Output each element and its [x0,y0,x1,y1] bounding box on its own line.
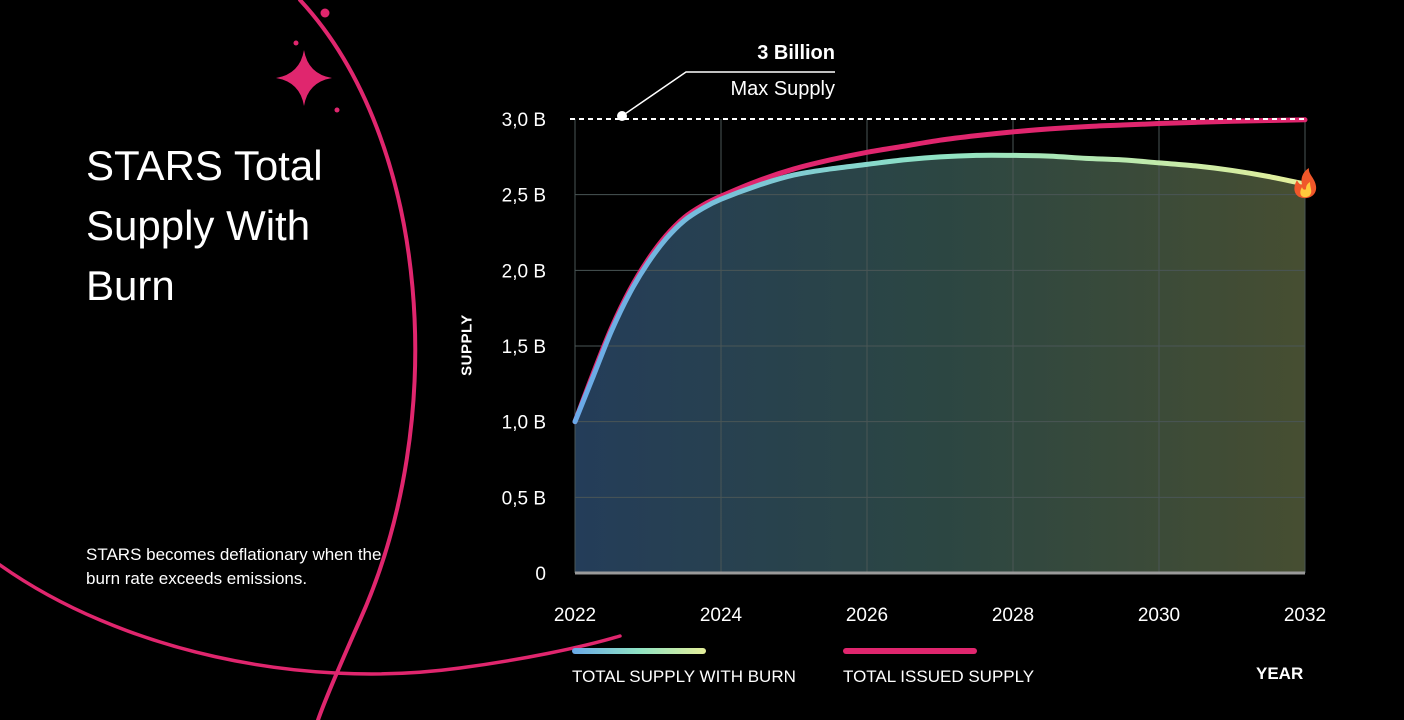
y-axis-label: SUPPLY [458,314,476,376]
y-tick-label: 2,0 B [502,261,546,282]
max-supply-value: 3 Billion [757,42,835,64]
max-supply-leader [621,71,835,117]
x-tick-label: 2028 [992,605,1034,626]
x-tick-label: 2032 [1284,605,1326,626]
y-tick-label: 3,0 B [502,110,546,131]
legend-item-issued: TOTAL ISSUED SUPPLY [843,648,1034,687]
page-title: STARS Total Supply With Burn [86,142,323,309]
y-tick-label: 1,5 B [502,337,546,358]
series-line-burn [572,152,1308,425]
legend-swatch-issued [843,648,977,654]
sparkle-icon [276,50,332,106]
y-tick-label: 0,5 B [502,488,546,509]
max-supply-marker [617,111,627,121]
y-tick-label: 1,0 B [502,413,546,434]
legend-label-issued: TOTAL ISSUED SUPPLY [843,667,1035,686]
x-tick-label: 2022 [554,605,596,626]
x-axis-label: YEAR [1256,664,1304,683]
fire-icon [1294,168,1317,199]
sparkle-dot [320,8,330,18]
x-tick-label: 2030 [1138,605,1180,626]
y-tick-label: 2,5 B [502,186,546,207]
x-tick-label: 2024 [700,605,743,626]
max-supply-label: Max Supply [730,78,836,100]
deflation-note: STARS becomes deflationary when the burn… [86,545,382,588]
decorative-arc [0,563,622,676]
sparkle-dot [334,107,340,113]
legend-label-burn: TOTAL SUPPLY WITH BURN [572,667,796,686]
x-tick-label: 2026 [846,605,888,626]
legend-swatch-burn [572,648,706,654]
legend-item-burn: TOTAL SUPPLY WITH BURN [572,648,796,687]
y-tick-label: 0 [535,564,546,585]
sparkle-dot [293,40,299,46]
fire-icon-core [1300,182,1312,198]
supply-area [575,155,1305,573]
